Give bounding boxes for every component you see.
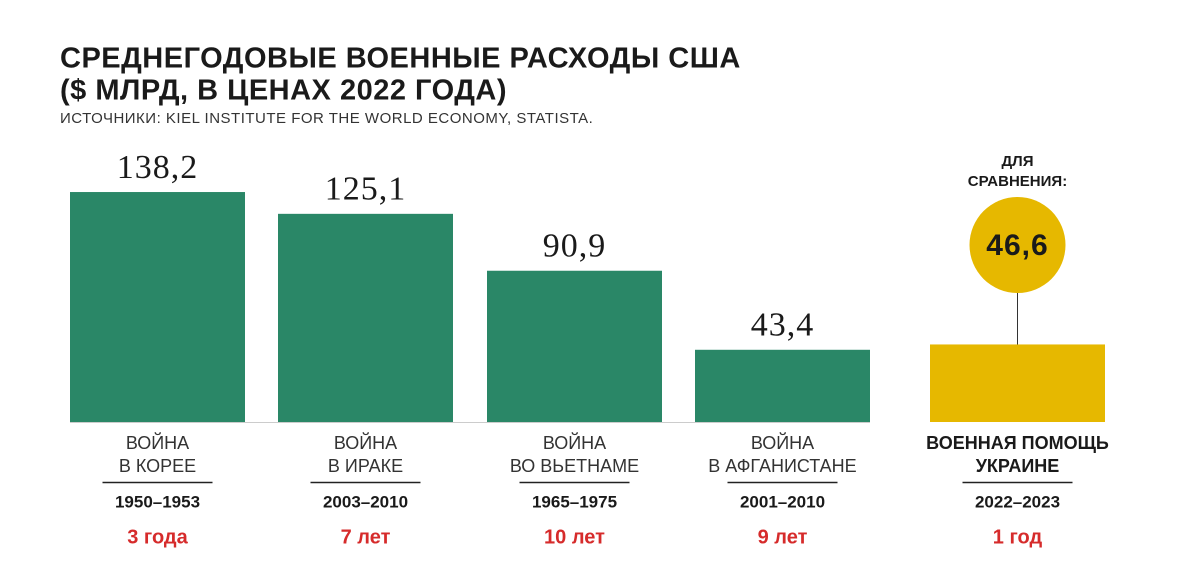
chart-subtitle: ($ МЛРД, В ЦЕНАХ 2022 ГОДА) (60, 75, 507, 107)
x-tick-label: ВОЕННАЯ ПОМОЩЬ (926, 433, 1109, 453)
value-label: 125,1 (325, 171, 407, 208)
value-label: 90,9 (543, 228, 607, 265)
period: 1965–1975 (532, 492, 617, 511)
x-tick-label: УКРАИНЕ (976, 456, 1060, 476)
duration: 7 лет (341, 526, 391, 548)
value-label: 138,2 (117, 149, 199, 186)
bar (70, 192, 245, 422)
x-tick-label: ВО ВЬЕТНАМЕ (510, 456, 639, 476)
period: 2003–2010 (323, 492, 408, 511)
x-tick-label: ВОЙНА (543, 432, 606, 453)
bar (695, 349, 870, 422)
period: 2001–2010 (740, 492, 825, 511)
source: ИСТОЧНИКИ: KIEL INSTITUTE FOR THE WORLD … (60, 110, 593, 127)
duration: 10 лет (544, 526, 605, 548)
annotation: ДЛЯ (1002, 153, 1034, 170)
duration: 3 года (127, 526, 188, 548)
x-tick-label: ВОЙНА (334, 432, 397, 453)
duration: 9 лет (758, 526, 808, 548)
x-tick-label: В ИРАКЕ (328, 456, 403, 476)
bar (487, 270, 662, 422)
x-tick-label: ВОЙНА (126, 432, 189, 453)
chart-title: СРЕДНЕГОДОВЫЕ ВОЕННЫЕ РАСХОДЫ США (60, 43, 741, 75)
annotation: СРАВНЕНИЯ: (968, 173, 1067, 190)
bar (930, 344, 1105, 422)
value-badge (969, 197, 1066, 293)
x-tick-label: ВОЙНА (751, 432, 814, 453)
x-tick-label: В КОРЕЕ (119, 456, 196, 476)
bar (278, 213, 453, 422)
period: 2022–2023 (975, 492, 1060, 511)
value-label: 43,4 (751, 307, 815, 344)
value-label: 46,6 (986, 229, 1048, 262)
x-tick-label: В АФГАНИСТАНЕ (708, 456, 856, 476)
period: 1950–1953 (115, 492, 200, 511)
duration: 1 год (993, 526, 1043, 548)
